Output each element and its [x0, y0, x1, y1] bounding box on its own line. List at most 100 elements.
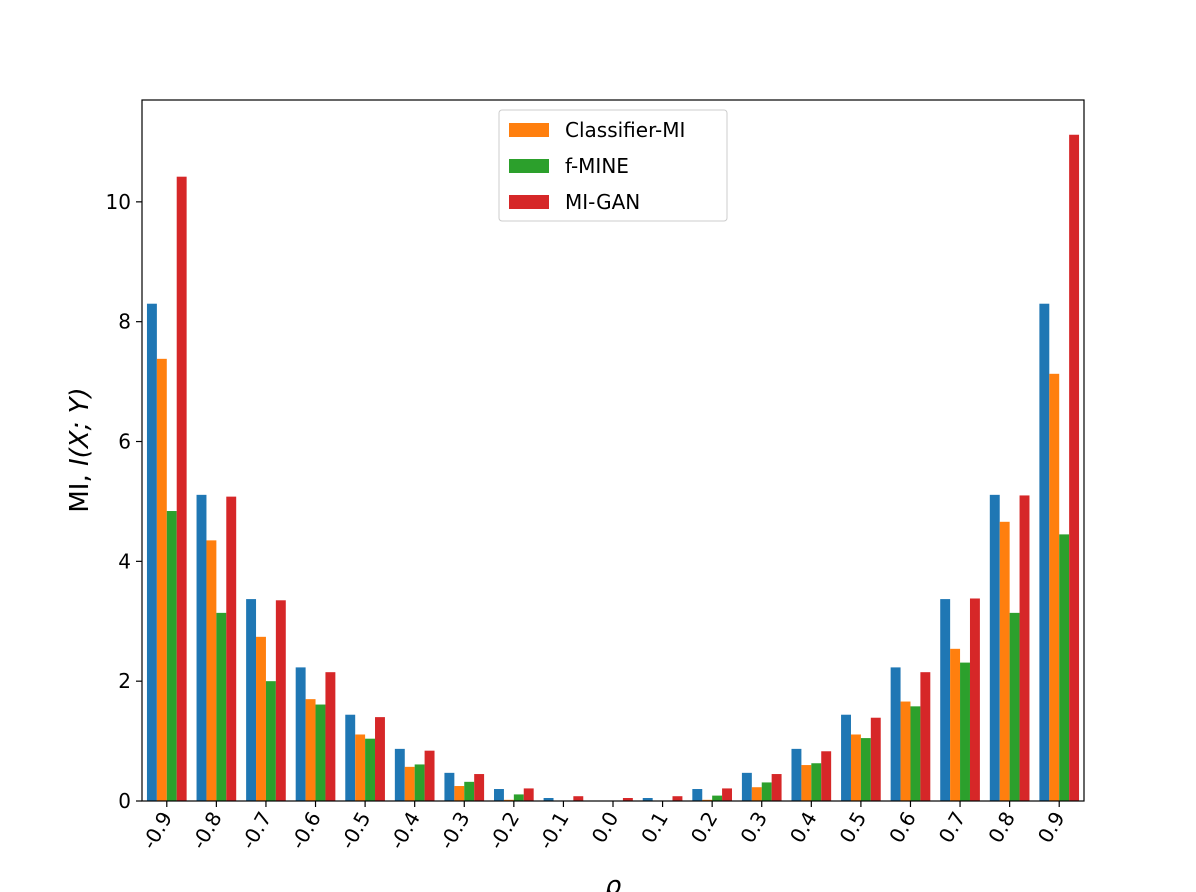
bar [325, 672, 336, 801]
y-tick-label: 0 [118, 789, 131, 813]
y-tick-label: 2 [118, 669, 131, 693]
bar [196, 494, 207, 801]
legend-swatch [509, 123, 549, 137]
bar [910, 706, 921, 801]
bar [672, 796, 683, 801]
x-tick-label: -0.2 [484, 808, 524, 854]
bar [226, 496, 237, 801]
y-axis-label-prefix: MI, [65, 466, 95, 513]
bar [424, 750, 435, 801]
bar [890, 667, 901, 801]
bar [791, 748, 802, 801]
bar [166, 511, 177, 801]
x-axis: -0.9 -0.8 -0.7 -0.6 -0.5 -0.4 -0.3 -0.2 -0.1 0.0 0… [137, 801, 1070, 853]
x-tick-label: 0.9 [1033, 808, 1070, 848]
bar [811, 763, 822, 801]
bar [821, 751, 832, 801]
x-tick-label: 0.5 [835, 808, 872, 848]
x-tick-label: 0.8 [983, 808, 1020, 848]
bar [950, 648, 961, 801]
y-tick-label: 6 [118, 430, 131, 454]
bar [1039, 303, 1050, 801]
legend-label: f-MINE [565, 154, 629, 178]
bar [265, 681, 276, 801]
bar [850, 734, 861, 801]
x-tick-label: 0.0 [587, 808, 624, 848]
bar [345, 714, 356, 801]
x-tick-label: -0.3 [434, 808, 474, 854]
y-axis: 0 2 4 6 8 10 [106, 190, 142, 813]
legend-label: MI-GAN [565, 190, 640, 214]
bar [494, 789, 504, 801]
bar [256, 636, 266, 801]
bar [771, 774, 782, 801]
y-axis-label: MI, I(X; Y) [65, 387, 95, 512]
bar [1069, 134, 1080, 801]
x-tick-label: -0.4 [385, 808, 425, 854]
legend-label: Classifier-MI [565, 118, 685, 142]
x-tick-label: 0.4 [785, 808, 822, 848]
bar [960, 662, 970, 801]
x-tick-label: -0.8 [186, 808, 226, 854]
x-tick-label: -0.5 [335, 808, 375, 854]
bar [1059, 534, 1070, 801]
x-tick-label: 0.1 [636, 808, 673, 848]
legend: Classifier-MI f-MINE MI-GAN [498, 109, 728, 222]
bar [870, 717, 881, 801]
y-tick-label: 4 [118, 549, 131, 573]
bar [940, 599, 951, 801]
bar [573, 796, 584, 801]
legend-swatch [509, 159, 549, 173]
bar [176, 176, 187, 801]
bar [722, 788, 732, 801]
bar [275, 600, 286, 801]
bar [751, 787, 762, 801]
bar [474, 774, 485, 801]
bar [900, 701, 911, 801]
bar [860, 738, 871, 801]
bar [989, 494, 1000, 801]
bar [1019, 495, 1030, 801]
legend-swatch [509, 195, 549, 209]
y-axis-label-math: I(X; Y) [65, 387, 95, 466]
x-tick-label: 0.7 [934, 808, 971, 848]
bar [543, 798, 554, 801]
bar [146, 303, 157, 801]
bar [246, 599, 257, 801]
x-tick-label: -0.9 [137, 808, 177, 854]
bar [741, 772, 752, 801]
bar [355, 734, 366, 801]
bar [622, 798, 633, 801]
bar [216, 612, 227, 801]
bar [394, 748, 405, 801]
bar [1009, 612, 1020, 801]
bar [513, 794, 524, 801]
bar [841, 714, 851, 801]
bars-group [146, 134, 1080, 801]
bar [414, 764, 425, 801]
bar [156, 358, 167, 801]
bar [464, 781, 475, 801]
bar [375, 717, 385, 801]
y-tick-label: 10 [106, 190, 131, 214]
x-tick-label: 0.6 [884, 808, 921, 848]
x-tick-label: -0.7 [236, 808, 276, 854]
bar [969, 598, 980, 801]
bar [315, 704, 326, 801]
bar [305, 699, 316, 801]
x-tick-label: 0.2 [686, 808, 723, 848]
bar [920, 672, 931, 801]
bar [999, 521, 1010, 801]
x-axis-label: ρ [605, 871, 622, 892]
bar [801, 765, 812, 801]
bar [206, 540, 217, 801]
bar [454, 786, 465, 801]
bar [444, 772, 455, 801]
x-tick-label: 0.3 [735, 808, 772, 848]
x-tick-label: -0.1 [533, 808, 573, 854]
bar [761, 782, 772, 801]
bar [1049, 373, 1060, 801]
x-tick-label: -0.6 [286, 808, 326, 854]
bar [642, 798, 653, 801]
